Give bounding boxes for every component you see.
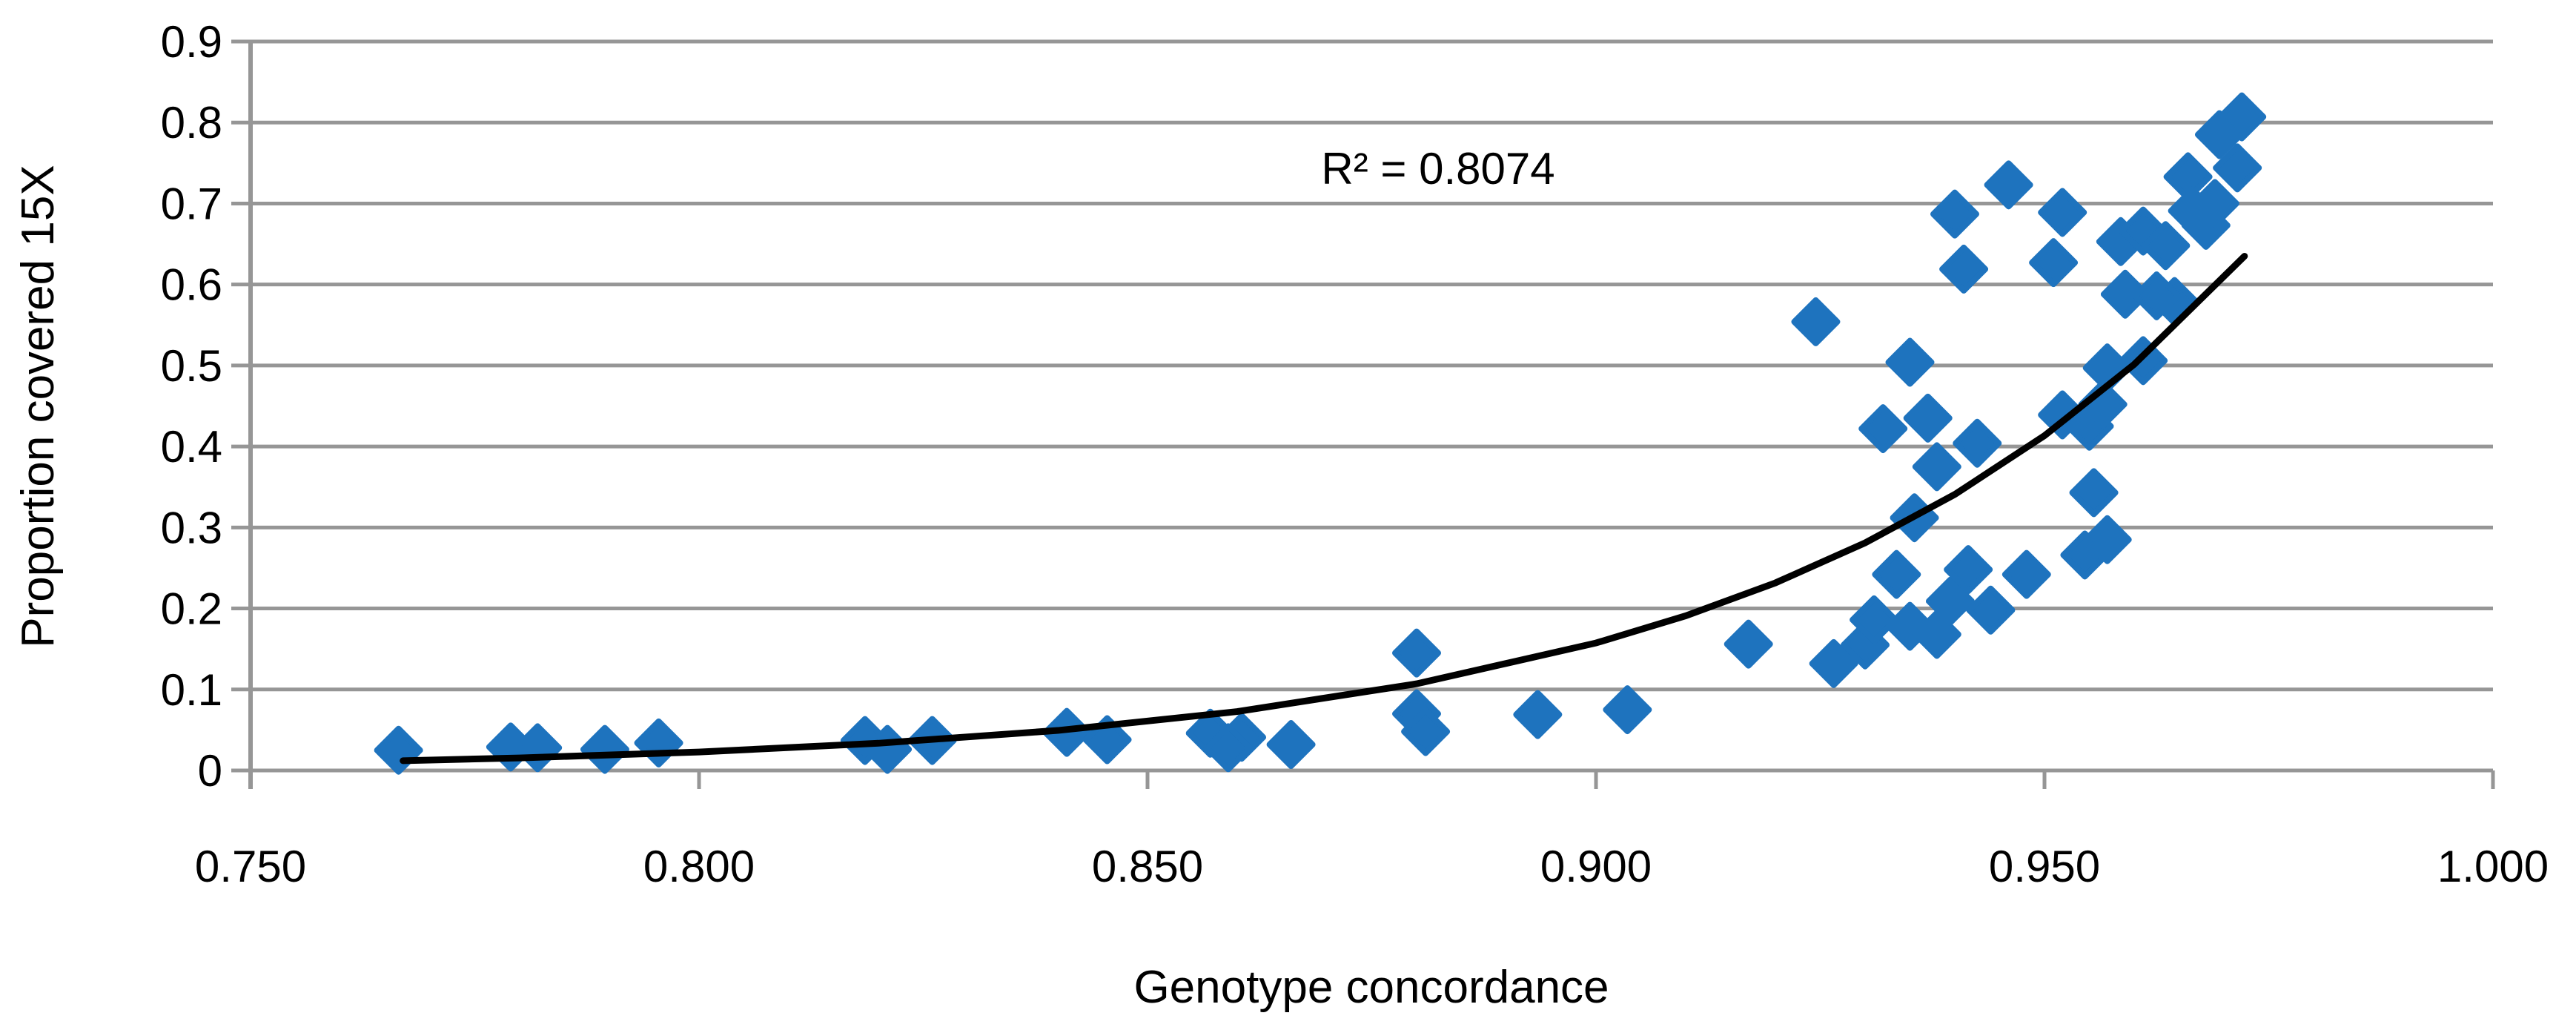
x-axis-title: Genotype concordance <box>1133 962 1609 1013</box>
x-tick-label: 1.000 <box>2437 842 2549 891</box>
scatter-point-diamond-icon <box>1944 545 1993 595</box>
tick-labels-layer: 0 0.1 0.2 0.3 0.4 0.5 0.6 0.7 0.8 0.9 0.750 0.800 0.… <box>161 17 2549 891</box>
y-tick-label: 0.9 <box>161 17 222 67</box>
x-tick-label: 0.750 <box>195 842 306 891</box>
scatter-point-diamond-icon <box>1392 628 1441 678</box>
scatter-point-diamond-icon <box>1885 337 1935 387</box>
y-tick-label: 0.5 <box>161 341 222 391</box>
trendline-layer <box>400 252 2248 765</box>
scatter-point-diamond-icon <box>1939 244 1989 294</box>
scatter-point-diamond-icon <box>1513 690 1563 739</box>
scatter-point-diamond-icon <box>1266 720 1316 770</box>
scatter-point-diamond-icon <box>1603 685 1652 735</box>
scatter-point-diamond-icon <box>1872 549 1921 599</box>
scatter-point-diamond-icon <box>513 723 563 773</box>
scatter-point-diamond-icon <box>1925 576 1975 626</box>
scatter-point-diamond-icon <box>1203 723 1253 773</box>
scatter-point-diamond-icon <box>2213 143 2262 193</box>
scatter-point-diamond-icon <box>2001 549 2051 599</box>
scatter-point-diamond-icon <box>1858 404 1908 454</box>
scatter-point-diamond-icon <box>1953 418 2002 468</box>
scatter-point-diamond-icon <box>1724 619 1773 669</box>
scatter-point-diamond-icon <box>2100 269 2150 319</box>
r-squared-annotation: R² = 0.8074 <box>1321 144 1554 194</box>
y-tick-label: 0.1 <box>161 665 222 715</box>
scatter-point-diamond-icon <box>2132 271 2182 320</box>
scatter-point-diamond-icon <box>1401 707 1451 756</box>
x-tick-label: 0.800 <box>643 842 755 891</box>
scatter-point-diamond-icon <box>1809 638 1858 688</box>
scatter-point-diamond-icon <box>1966 585 2016 635</box>
scatter-point-diamond-icon <box>1912 442 1961 492</box>
y-tick-label: 0 <box>198 746 222 796</box>
axes-layer <box>248 42 2495 789</box>
scatter-point-diamond-icon <box>2038 188 2087 237</box>
scatter-point-diamond-icon <box>2190 179 2239 228</box>
scatter-point-diamond-icon <box>1903 393 1953 443</box>
scatter-point-diamond-icon <box>2069 468 2119 518</box>
y-axis-title: Proportion covered 15X <box>13 165 64 647</box>
scatter-point-diamond-icon <box>2082 515 2132 564</box>
scatter-point-diamond-icon <box>1791 297 1841 346</box>
scatter-point-diamond-icon <box>1930 189 1979 239</box>
scatter-point-diamond-icon <box>2141 221 2191 271</box>
x-tick-label: 0.900 <box>1540 842 1652 891</box>
scatter-point-diamond-icon <box>634 718 683 767</box>
y-tick-label: 0.8 <box>161 98 222 148</box>
x-tick-label: 0.950 <box>1989 842 2100 891</box>
trendline-curve <box>400 252 2248 765</box>
y-tick-label: 0.2 <box>161 584 222 634</box>
scatter-point-diamond-icon <box>2217 92 2267 142</box>
y-tick-label: 0.7 <box>161 179 222 228</box>
scatter-point-diamond-icon <box>374 725 423 775</box>
scatter-points-layer <box>374 92 2267 775</box>
scatter-point-diamond-icon <box>2029 238 2079 288</box>
scatter-point-diamond-icon <box>2119 336 2168 386</box>
scatter-point-diamond-icon <box>1984 160 2033 210</box>
y-tick-label: 0.6 <box>161 260 222 310</box>
gridlines-layer <box>231 39 2493 773</box>
scatter-point-diamond-icon <box>1850 595 1899 644</box>
scatter-point-diamond-icon <box>580 724 629 774</box>
y-tick-label: 0.4 <box>161 422 222 472</box>
x-tick-label: 0.850 <box>1092 842 1203 891</box>
y-tick-label: 0.3 <box>161 503 222 552</box>
